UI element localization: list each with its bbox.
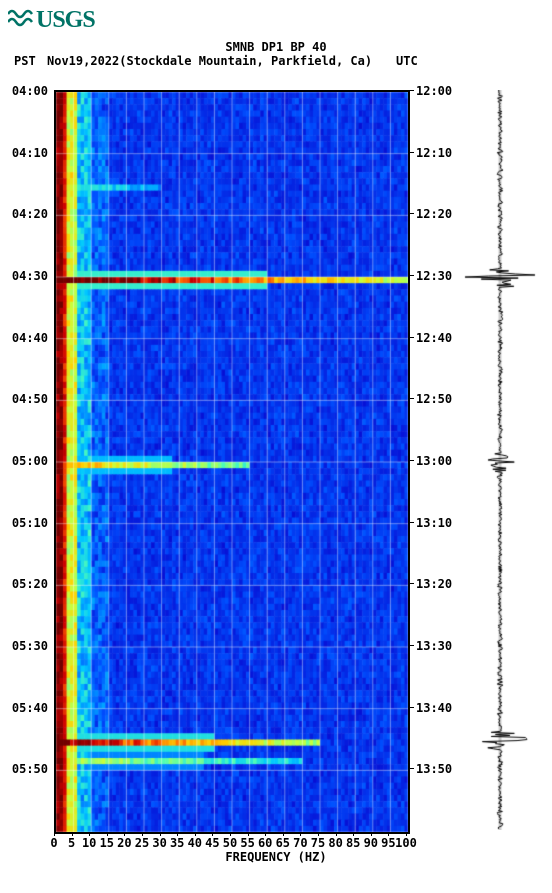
tick-mark — [72, 832, 73, 836]
xtick: 45 — [205, 836, 219, 850]
xtick: 100 — [395, 836, 417, 850]
date-location: Nov19,2022(Stockdale Mountain, Parkfield… — [47, 54, 372, 68]
xtick: 90 — [364, 836, 378, 850]
tick-mark — [336, 832, 337, 836]
tick-mark — [408, 768, 414, 769]
xtick: 75 — [311, 836, 325, 850]
ytick-right: 12:20 — [416, 207, 456, 221]
tick-mark — [107, 832, 108, 836]
ytick-right: 13:50 — [416, 762, 456, 776]
tick-mark — [408, 645, 414, 646]
tick-mark — [388, 832, 389, 836]
tick-mark — [142, 832, 143, 836]
tick-mark — [300, 832, 301, 836]
ytick-right: 12:10 — [416, 146, 456, 160]
tick-mark — [408, 460, 414, 461]
xtick: 95 — [381, 836, 395, 850]
ytick-right: 13:30 — [416, 639, 456, 653]
tick-mark — [408, 90, 414, 91]
tick-mark — [408, 337, 414, 338]
wave-icon — [8, 6, 34, 34]
ytick-left: 04:40 — [8, 331, 48, 345]
ytick-right: 13:00 — [416, 454, 456, 468]
ytick-left: 05:50 — [8, 762, 48, 776]
tick-mark — [265, 832, 266, 836]
ytick-right: 12:00 — [416, 84, 456, 98]
ytick-left: 05:30 — [8, 639, 48, 653]
tick-mark — [408, 213, 414, 214]
logo-text: USGS — [36, 7, 95, 34]
tick-mark — [283, 832, 284, 836]
xtick: 15 — [100, 836, 114, 850]
tick-mark — [160, 832, 161, 836]
tick-mark — [212, 832, 213, 836]
tick-mark — [406, 832, 407, 836]
tick-mark — [408, 707, 414, 708]
seismogram-trace — [460, 90, 540, 830]
xtick: 10 — [82, 836, 96, 850]
xtick: 30 — [152, 836, 166, 850]
tick-mark — [230, 832, 231, 836]
x-axis-label: FREQUENCY (HZ) — [0, 850, 552, 864]
chart-title: SMNB DP1 BP 40 — [0, 40, 552, 54]
tick-mark — [408, 152, 414, 153]
xtick: 55 — [240, 836, 254, 850]
xtick: 20 — [117, 836, 131, 850]
ytick-left: 04:10 — [8, 146, 48, 160]
ytick-left: 04:00 — [8, 84, 48, 98]
xtick: 65 — [276, 836, 290, 850]
ytick-left: 04:50 — [8, 392, 48, 406]
xtick: 60 — [258, 836, 272, 850]
ytick-right: 13:20 — [416, 577, 456, 591]
ytick-right: 12:50 — [416, 392, 456, 406]
ytick-left: 05:00 — [8, 454, 48, 468]
ytick-left: 04:30 — [8, 269, 48, 283]
xtick: 40 — [188, 836, 202, 850]
ytick-right: 13:10 — [416, 516, 456, 530]
ytick-left: 04:20 — [8, 207, 48, 221]
tick-mark — [54, 832, 55, 836]
ytick-right: 12:40 — [416, 331, 456, 345]
xtick: 5 — [68, 836, 75, 850]
right-timezone: UTC — [396, 54, 418, 68]
ytick-left: 05:20 — [8, 577, 48, 591]
xtick: 85 — [346, 836, 360, 850]
tick-mark — [248, 832, 249, 836]
tick-mark — [195, 832, 196, 836]
tick-mark — [89, 832, 90, 836]
tick-mark — [408, 398, 414, 399]
tick-mark — [408, 275, 414, 276]
xtick: 35 — [170, 836, 184, 850]
xtick: 50 — [223, 836, 237, 850]
ytick-right: 13:40 — [416, 701, 456, 715]
tick-mark — [408, 583, 414, 584]
xtick: 0 — [50, 836, 57, 850]
tick-mark — [318, 832, 319, 836]
tick-mark — [124, 832, 125, 836]
spectrogram-plot — [54, 90, 410, 834]
left-timezone: PST — [14, 54, 36, 68]
xtick: 80 — [328, 836, 342, 850]
ytick-left: 05:40 — [8, 701, 48, 715]
tick-mark — [353, 832, 354, 836]
usgs-logo: USGS — [8, 6, 95, 34]
ytick-right: 12:30 — [416, 269, 456, 283]
tick-mark — [408, 522, 414, 523]
xtick: 25 — [135, 836, 149, 850]
xtick: 70 — [293, 836, 307, 850]
tick-mark — [371, 832, 372, 836]
ytick-left: 05:10 — [8, 516, 48, 530]
tick-mark — [177, 832, 178, 836]
